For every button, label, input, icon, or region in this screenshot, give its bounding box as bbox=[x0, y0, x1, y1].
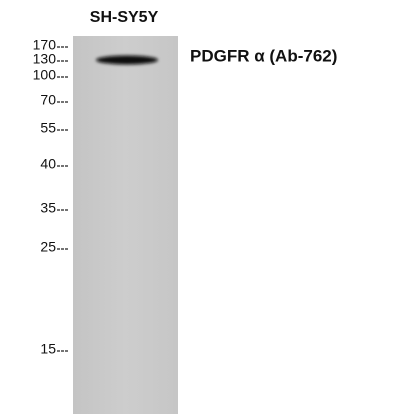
marker-label: 130 bbox=[33, 51, 57, 67]
blot-figure: SH-SY5Y PDGFR α (Ab-762) 170130100705540… bbox=[0, 0, 409, 414]
band-label: PDGFR α (Ab-762) bbox=[190, 46, 337, 65]
band bbox=[96, 56, 158, 65]
lane bbox=[73, 36, 178, 414]
marker-label: 40 bbox=[40, 156, 56, 172]
marker-label: 70 bbox=[40, 92, 56, 108]
marker-label: 55 bbox=[40, 120, 56, 136]
lane-label: SH-SY5Y bbox=[90, 9, 159, 26]
marker-label: 15 bbox=[40, 341, 56, 357]
marker-label: 100 bbox=[33, 67, 57, 83]
marker-label: 35 bbox=[40, 200, 56, 216]
marker-label: 25 bbox=[40, 239, 56, 255]
